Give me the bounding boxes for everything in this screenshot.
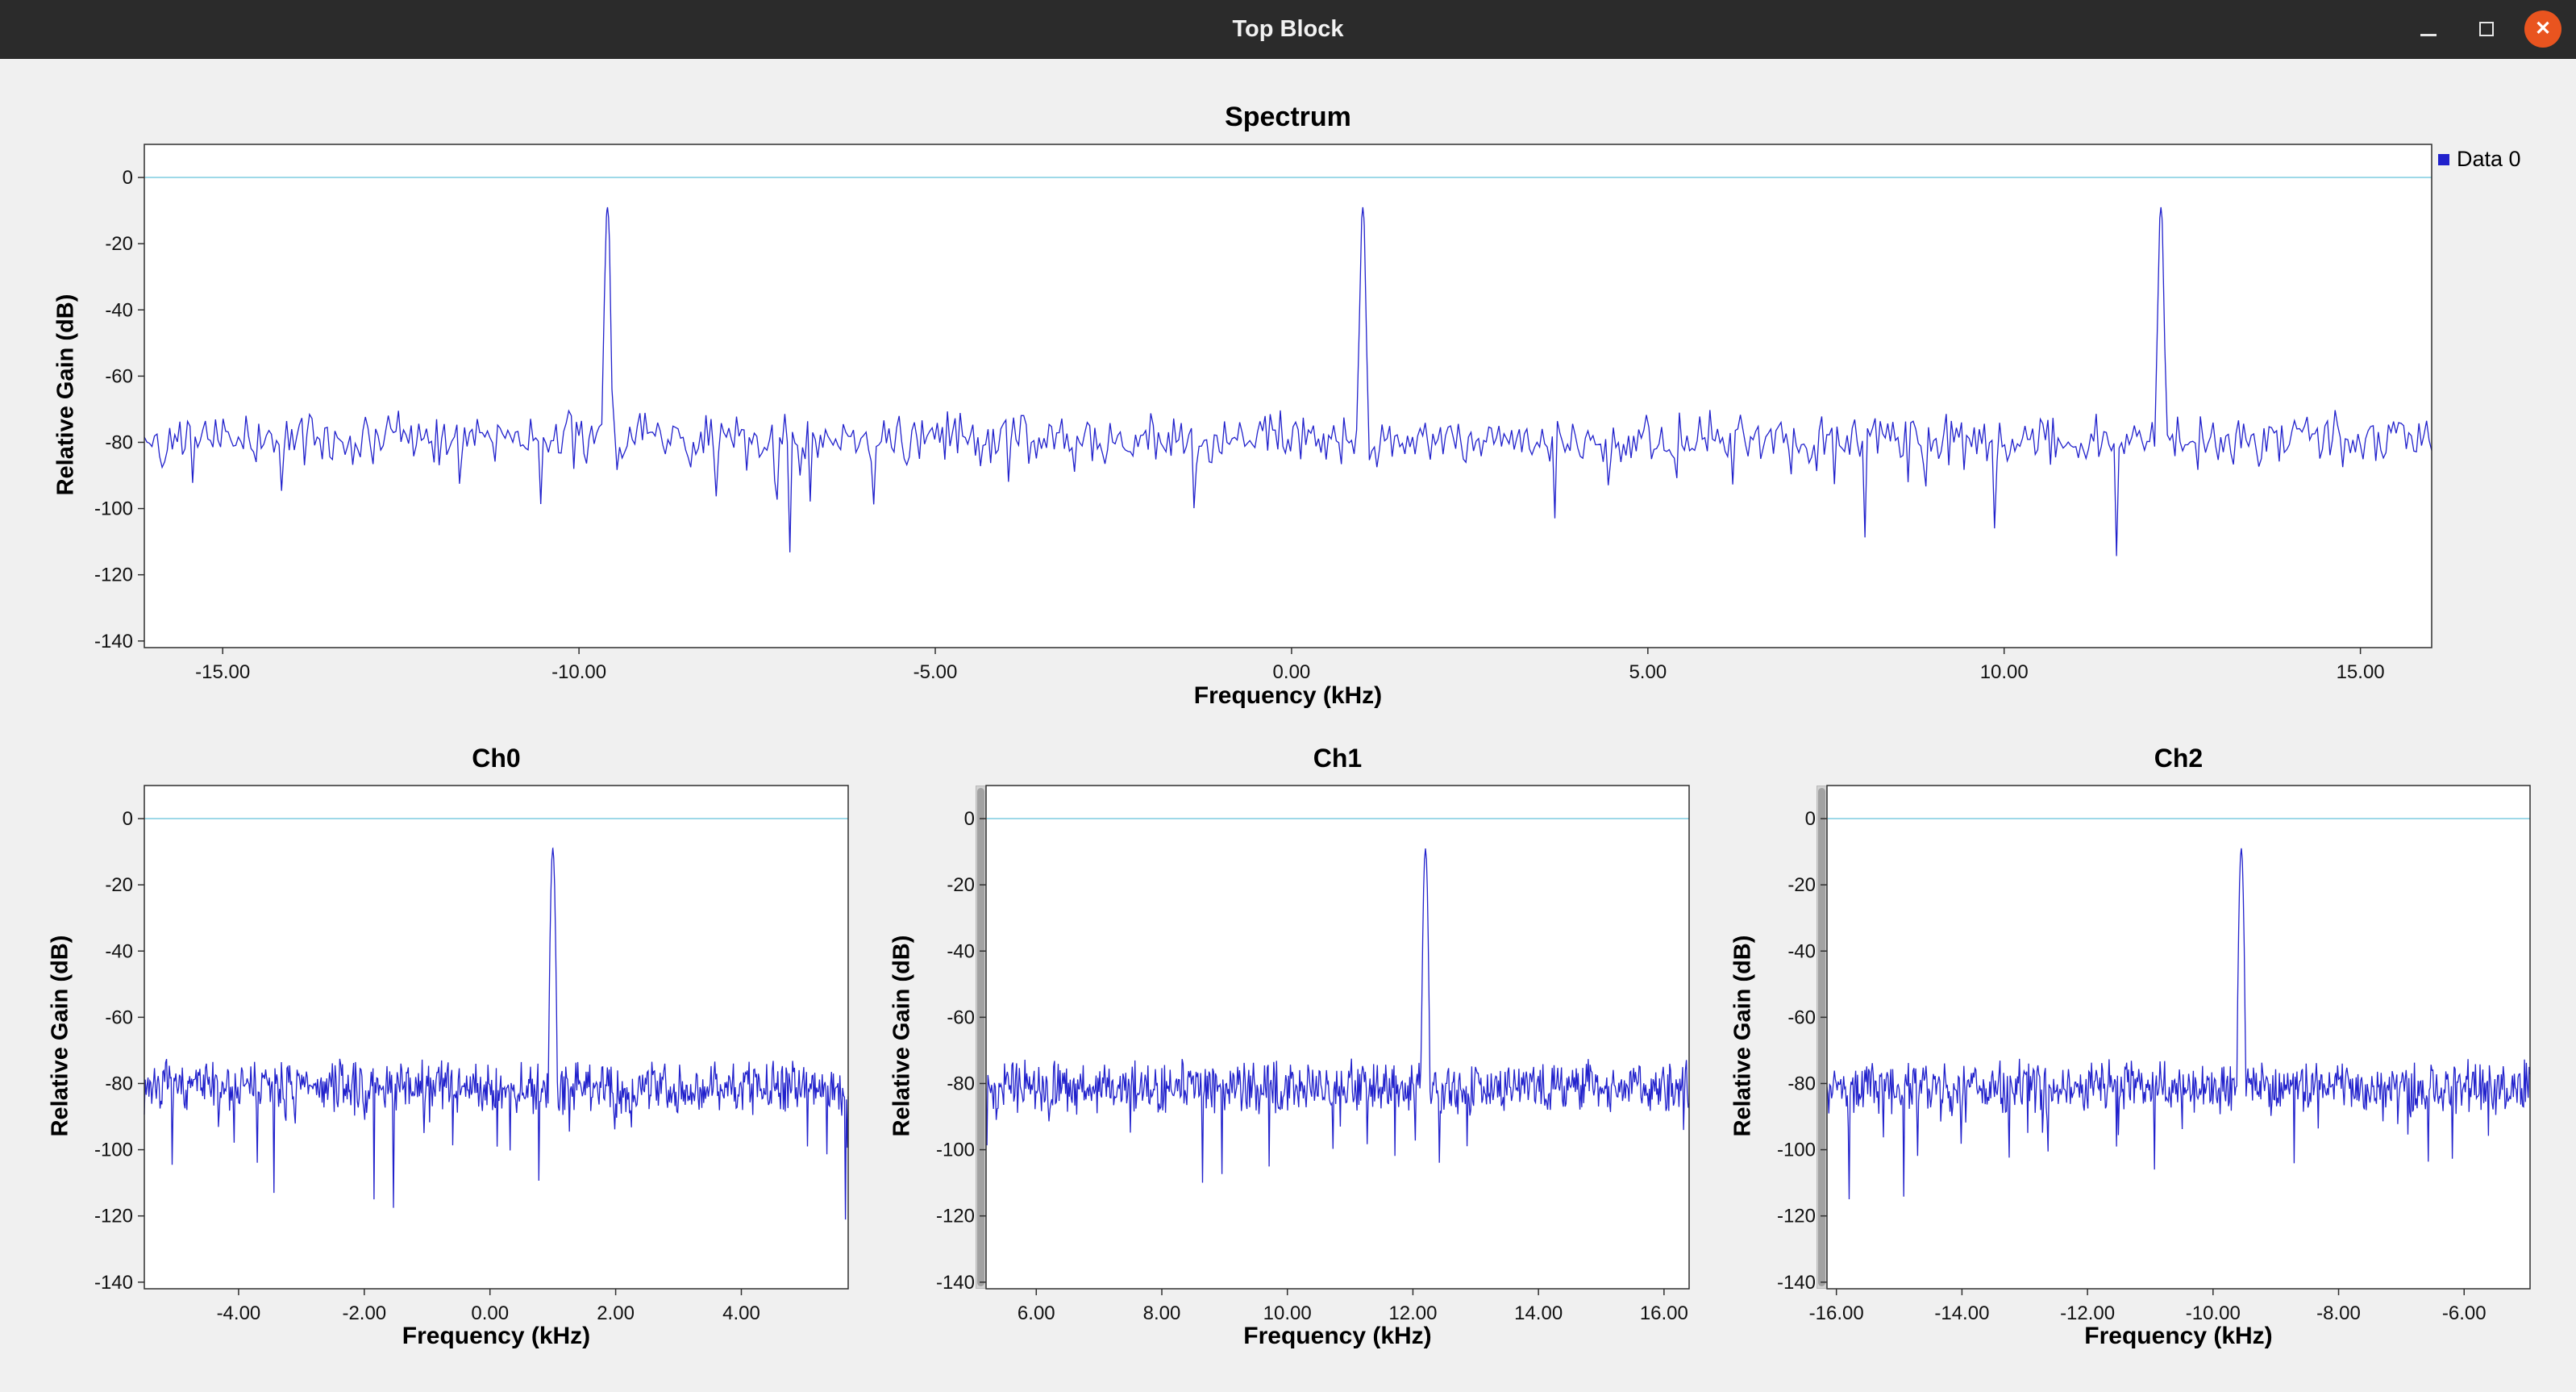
x-tick-label: 8.00 (1143, 1302, 1181, 1324)
y-tick-label: -100 (94, 498, 133, 520)
x-tick-label: -10.00 (551, 661, 606, 683)
maximize-button[interactable] (2466, 9, 2507, 49)
x-axis-label-spectrum: Frequency (kHz) (1193, 682, 1383, 709)
y-tick-label: -100 (1777, 1140, 1816, 1161)
x-tick-label: 2.00 (597, 1302, 635, 1324)
x-tick-label: -5.00 (913, 661, 958, 683)
y-tick-label: -40 (1787, 940, 1816, 962)
plot-ch1[interactable]: 0 -20 -40 -60 -80 -100 -120 -140 6.00 8.00 10.00 12… (913, 774, 1700, 1340)
y-tick-label: -80 (105, 1073, 133, 1094)
plot-background (144, 786, 848, 1289)
ch1-scrollbar-thumb[interactable] (977, 788, 984, 1286)
y-tick-label: -20 (105, 233, 133, 255)
plot-frame (985, 785, 1690, 1290)
y-tick-label: -140 (1777, 1272, 1816, 1294)
y-tick-label: -80 (1787, 1073, 1816, 1094)
x-tick-label: -10.00 (2186, 1302, 2241, 1324)
y-tick-label: -60 (1787, 1006, 1816, 1028)
y-tick-label: -80 (947, 1073, 975, 1094)
trace-ch0 (144, 847, 849, 1220)
plot-frame (144, 144, 2432, 648)
trace-ch1 (985, 848, 1690, 1183)
window-controls: ✕ (2408, 0, 2561, 58)
plot-background (986, 786, 1689, 1289)
y-axis-label-ch1: Relative Gain (dB) (888, 935, 915, 1137)
y-tick-label: -20 (105, 874, 133, 896)
plot-frame (144, 785, 849, 1290)
trace-spectrum (144, 206, 2432, 556)
y-axis-label-ch0: Relative Gain (dB) (47, 935, 73, 1137)
minimize-icon (2420, 33, 2437, 36)
y-tick-label: 0 (964, 808, 975, 830)
titlebar[interactable]: Top Block ✕ (0, 0, 2576, 59)
y-tick-label: -60 (947, 1006, 975, 1028)
y-tick-label: -60 (105, 1006, 133, 1028)
x-tick-label: 10.00 (1263, 1302, 1312, 1324)
minimize-button[interactable] (2408, 9, 2449, 49)
x-tick-label: 12.00 (1388, 1302, 1437, 1324)
plot-background (144, 144, 2432, 648)
x-tick-label: -14.00 (1934, 1302, 1989, 1324)
y-tick-label: -20 (947, 874, 975, 896)
x-tick-label: -4.00 (217, 1302, 261, 1324)
legend-label: Data 0 (2457, 147, 2521, 171)
window-title: Top Block (1232, 15, 1344, 42)
x-tick-label: 6.00 (1017, 1302, 1055, 1324)
x-tick-label: 10.00 (1980, 661, 2029, 683)
plot-ch2[interactable]: 0 -20 -40 -60 -80 -100 -120 -140 -16.00 -14.00 -12… (1754, 774, 2541, 1340)
trace-ch2 (1826, 848, 2531, 1200)
y-tick-label: 0 (1805, 808, 1816, 830)
plot-spectrum[interactable]: 0 -20 -40 -60 -80 -100 -120 -140 -15.00 -10.00 -5.… (72, 133, 2443, 699)
chart-title-spectrum: Spectrum (1225, 102, 1351, 132)
y-tick-label: -40 (947, 940, 975, 962)
x-tick-label: 14.00 (1514, 1302, 1563, 1324)
y-tick-label: -100 (936, 1140, 975, 1161)
close-button[interactable]: ✕ (2524, 10, 2561, 48)
y-tick-label: -60 (105, 365, 133, 387)
x-tick-label: -8.00 (2316, 1302, 2361, 1324)
y-axis-label-ch2: Relative Gain (dB) (1729, 935, 1756, 1137)
x-axis-label-ch2: Frequency (kHz) (2084, 1323, 2273, 1349)
y-tick-label: -120 (94, 1206, 133, 1227)
y-tick-label: -100 (94, 1140, 133, 1161)
y-tick-label: -120 (936, 1206, 975, 1227)
x-tick-label: -12.00 (2060, 1302, 2115, 1324)
y-tick-label: -20 (1787, 874, 1816, 896)
chart-title-ch0: Ch0 (472, 744, 521, 773)
x-tick-label: 16.00 (1640, 1302, 1688, 1324)
y-tick-label: -140 (94, 1272, 133, 1294)
plot-frame (1826, 785, 2531, 1290)
legend[interactable]: Data 0 (2438, 147, 2521, 172)
legend-marker (2438, 153, 2449, 165)
y-tick-label: -140 (936, 1272, 975, 1294)
y-tick-label: -40 (105, 940, 133, 962)
plot-ch0[interactable]: 0 -20 -40 -60 -80 -100 -120 -140 -4.00 -2.00 0.00 2… (72, 774, 859, 1340)
x-tick-label: -15.00 (195, 661, 250, 683)
chart-title-ch2: Ch2 (2154, 744, 2204, 773)
y-tick-label: -120 (94, 565, 133, 586)
y-tick-label: 0 (123, 808, 133, 830)
x-tick-label: 0.00 (471, 1302, 509, 1324)
plot-background (1827, 786, 2530, 1289)
close-icon: ✕ (2534, 18, 2552, 40)
x-tick-label: 0.00 (1273, 661, 1311, 683)
x-tick-label: -16.00 (1809, 1302, 1864, 1324)
ch2-scrollbar-thumb[interactable] (1818, 788, 1825, 1286)
x-tick-label: -6.00 (2442, 1302, 2487, 1324)
x-tick-label: 4.00 (722, 1302, 760, 1324)
x-axis-label-ch0: Frequency (kHz) (402, 1323, 591, 1349)
x-axis-label-ch1: Frequency (kHz) (1243, 1323, 1432, 1349)
x-tick-label: 15.00 (2337, 661, 2385, 683)
maximize-icon (2479, 22, 2494, 36)
x-tick-label: -2.00 (342, 1302, 386, 1324)
y-tick-label: -140 (94, 631, 133, 652)
y-tick-label: -40 (105, 299, 133, 321)
chart-title-ch1: Ch1 (1313, 744, 1363, 773)
y-tick-label: -80 (105, 431, 133, 453)
y-tick-label: -120 (1777, 1206, 1816, 1227)
y-tick-label: 0 (123, 167, 133, 189)
x-tick-label: 5.00 (1629, 661, 1667, 683)
